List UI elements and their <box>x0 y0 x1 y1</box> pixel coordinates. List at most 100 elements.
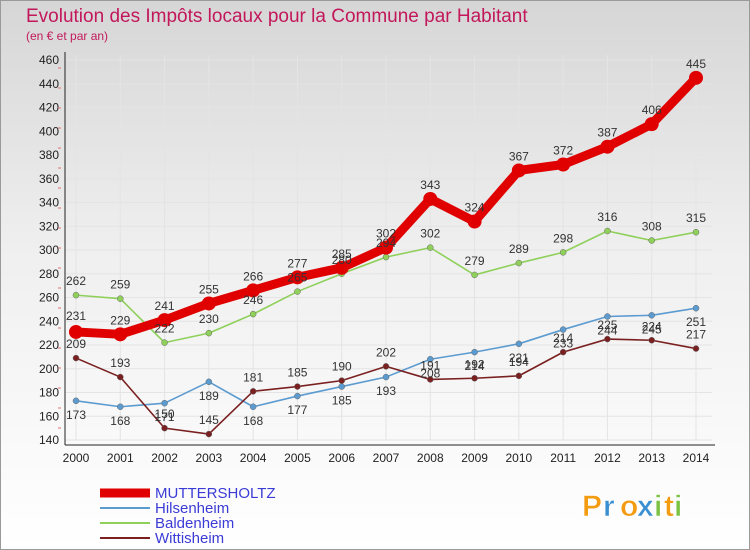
data-point-wittisheim <box>471 375 478 382</box>
data-point-baldenheim <box>559 249 567 256</box>
x-tick-label: 2003 <box>196 451 223 465</box>
data-point-baldenheim <box>604 227 611 235</box>
data-point-muttersholtz <box>423 191 438 206</box>
chart-subtitle: (en € et par an) <box>26 29 108 43</box>
data-label: 230 <box>199 312 219 326</box>
data-point-wittisheim <box>559 348 567 356</box>
data-point-baldenheim <box>205 329 213 337</box>
logo-letter: x <box>637 490 654 523</box>
legend: MUTTERSHOLTZHilsenheimBaldenheimWittishe… <box>100 485 276 547</box>
data-point-wittisheim <box>117 373 124 381</box>
data-label: 280 <box>332 253 352 267</box>
logo-letter: P <box>582 490 602 523</box>
data-label: 266 <box>243 269 263 283</box>
data-label: 145 <box>199 413 219 427</box>
data-label: 315 <box>686 211 706 225</box>
y-tick-label: 180 <box>39 386 59 400</box>
axes: 140 160 180 200 220 240 260 280 300 320 340 360 380 4… <box>39 52 715 465</box>
data-point-baldenheim <box>72 291 80 299</box>
data-label: 324 <box>465 201 485 215</box>
data-point-wittisheim <box>72 354 80 362</box>
data-label: 445 <box>686 57 706 71</box>
legend-label: Baldenheim <box>155 515 234 532</box>
data-point-wittisheim <box>648 337 655 344</box>
x-tick-label: 2011 <box>550 451 576 465</box>
y-tick-label: 200 <box>39 362 59 376</box>
data-point-muttersholtz <box>157 313 172 328</box>
data-label: 181 <box>243 370 263 384</box>
data-point-muttersholtz <box>334 260 349 275</box>
y-tick-label: 320 <box>39 219 59 233</box>
data-label: 168 <box>243 414 263 428</box>
data-point-muttersholtz <box>511 163 526 178</box>
data-point-hilsenheim <box>471 348 478 356</box>
data-label: 193 <box>110 356 130 370</box>
data-label: 194 <box>509 355 529 369</box>
y-tick-label: 340 <box>39 196 59 210</box>
legend-label: MUTTERSHOLTZ <box>155 485 276 502</box>
data-label: 222 <box>155 322 175 336</box>
x-tick-label: 2010 <box>506 451 533 465</box>
logo-letter: t <box>664 490 674 523</box>
data-point-muttersholtz <box>290 270 305 285</box>
data-label: 285 <box>332 247 352 261</box>
data-label: 217 <box>686 328 706 342</box>
x-tick-label: 2006 <box>328 451 355 465</box>
data-label: 202 <box>376 345 396 359</box>
x-tick-label: 2007 <box>373 451 400 465</box>
data-point-baldenheim <box>692 228 700 236</box>
data-point-wittisheim <box>382 363 390 370</box>
data-point-hilsenheim <box>559 326 567 333</box>
data-point-muttersholtz <box>379 240 393 255</box>
data-label: 308 <box>642 220 662 234</box>
y-tick-label: 160 <box>39 409 59 423</box>
data-point-wittisheim <box>249 388 257 395</box>
data-point-hilsenheim <box>648 312 655 319</box>
data-point-wittisheim <box>205 430 213 438</box>
y-tick-label: 140 <box>39 433 59 447</box>
data-point-wittisheim <box>515 372 523 380</box>
data-point-baldenheim <box>471 271 478 279</box>
data-point-hilsenheim <box>72 397 80 405</box>
data-label: 245 <box>642 322 662 336</box>
y-tick-label: 420 <box>39 101 59 115</box>
data-label: 208 <box>420 366 440 380</box>
data-label: 171 <box>155 410 175 424</box>
logo-letter: r <box>603 490 615 523</box>
data-label: 367 <box>509 149 529 163</box>
data-point-baldenheim <box>648 237 655 244</box>
data-label: 406 <box>642 103 662 117</box>
data-label: 277 <box>287 256 307 270</box>
logo-letter: i <box>674 490 682 523</box>
data-point-hilsenheim <box>427 356 434 363</box>
data-label: 289 <box>509 242 529 256</box>
data-label: 233 <box>553 337 573 351</box>
data-label: 168 <box>110 414 130 428</box>
y-tick-label: 280 <box>39 267 59 281</box>
data-point-hilsenheim <box>117 403 124 410</box>
x-tick-label: 2005 <box>284 451 311 465</box>
data-label: 265 <box>287 271 307 285</box>
data-point-muttersholtz <box>246 283 261 298</box>
data-labels: 231 229 241 255 266 277 285 302 343 324 367 372 387 4… <box>66 57 706 428</box>
data-point-hilsenheim <box>338 383 345 390</box>
data-point-hilsenheim <box>205 378 213 386</box>
y-tick-label: 460 <box>39 53 59 67</box>
y-tick-label: 400 <box>39 124 59 138</box>
data-label: 214 <box>553 331 573 345</box>
x-tick-label: 2014 <box>683 451 710 465</box>
data-label: 255 <box>199 282 219 296</box>
data-point-wittisheim <box>161 424 168 432</box>
legend-label: Wittisheim <box>155 530 224 547</box>
logo-letter: o <box>620 490 638 523</box>
x-tick-label: 2009 <box>461 451 488 465</box>
data-point-baldenheim <box>294 288 301 295</box>
data-label: 209 <box>66 337 86 351</box>
x-tick-label: 2001 <box>107 451 134 465</box>
data-label: 251 <box>686 315 706 329</box>
data-point-muttersholtz <box>600 139 615 154</box>
legend-label: Hilsenheim <box>155 500 229 517</box>
data-label: 192 <box>465 357 485 371</box>
data-label: 229 <box>110 313 130 327</box>
